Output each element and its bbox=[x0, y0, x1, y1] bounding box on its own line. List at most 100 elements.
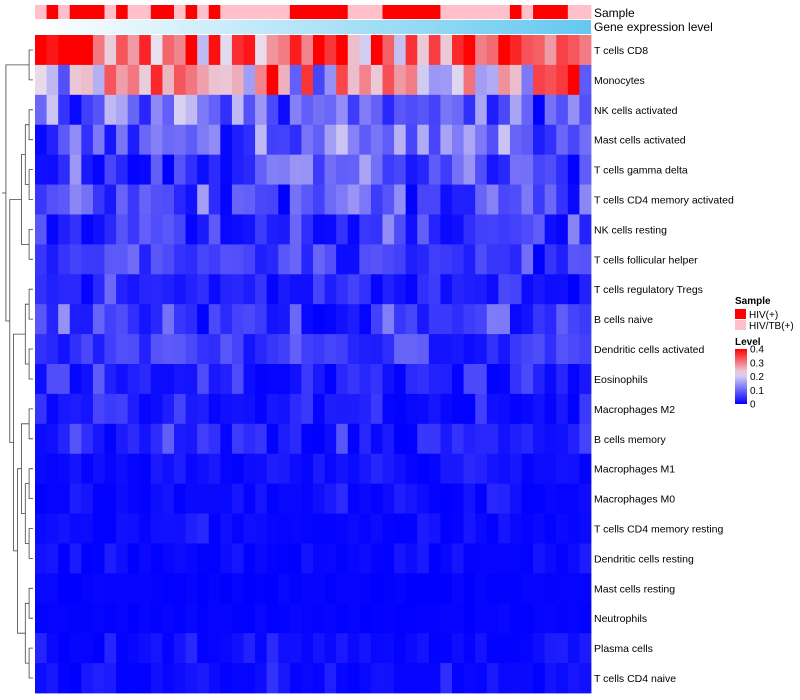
heatmap-cell bbox=[197, 94, 210, 126]
heatmap-cell bbox=[313, 214, 325, 245]
heatmap-cell bbox=[150, 603, 163, 634]
heatmap-cell bbox=[301, 364, 314, 395]
heatmap-cell bbox=[452, 663, 464, 694]
heatmap-cell bbox=[58, 663, 71, 694]
heatmap-cell bbox=[417, 124, 430, 156]
heatmap-cell bbox=[243, 513, 256, 544]
row-label: Monocytes bbox=[594, 75, 645, 87]
heatmap-cell bbox=[162, 184, 175, 215]
heatmap-cell bbox=[301, 64, 314, 96]
heatmap-cell bbox=[150, 184, 163, 215]
heatmap-cell bbox=[544, 543, 557, 574]
heatmap-cell bbox=[394, 274, 407, 305]
dendrogram-branch bbox=[9, 199, 22, 443]
sample-cell bbox=[220, 5, 233, 19]
heatmap-cell bbox=[533, 154, 546, 185]
heatmap-cell bbox=[289, 334, 302, 365]
heatmap-cell bbox=[440, 244, 453, 275]
heatmap-cell bbox=[556, 304, 569, 335]
heatmap-cell bbox=[150, 513, 163, 544]
heatmap-cell bbox=[231, 513, 244, 544]
heatmap-cell bbox=[231, 64, 244, 96]
heatmap-cell bbox=[174, 483, 186, 514]
sample-cell bbox=[92, 5, 105, 19]
heatmap-cell bbox=[220, 214, 233, 245]
heatmap-cell bbox=[405, 423, 418, 455]
heatmap-cell bbox=[417, 35, 430, 66]
sample-cell bbox=[104, 5, 117, 19]
heatmap-cell bbox=[266, 304, 279, 335]
heatmap-cell bbox=[428, 244, 441, 275]
heatmap-cell bbox=[452, 423, 464, 455]
heatmap-cell bbox=[440, 393, 453, 425]
heatmap-cell bbox=[428, 184, 441, 215]
heatmap-cell bbox=[313, 663, 325, 694]
heatmap-cell bbox=[220, 423, 233, 455]
heatmap-cell bbox=[336, 184, 349, 215]
heatmap-cell bbox=[301, 304, 314, 335]
heatmap-cell bbox=[81, 334, 94, 365]
heatmap-cell bbox=[347, 663, 360, 694]
heatmap-cell bbox=[104, 364, 117, 395]
row-label: T cells regulatory Tregs bbox=[594, 284, 703, 296]
heatmap-cell bbox=[278, 334, 291, 365]
heatmap-cell bbox=[440, 573, 453, 604]
heatmap-cell bbox=[116, 334, 129, 365]
heatmap-cell bbox=[567, 573, 580, 604]
heatmap-cell bbox=[150, 64, 163, 96]
heatmap-cell bbox=[567, 184, 580, 215]
heatmap-cell bbox=[509, 64, 522, 96]
heatmap-cell bbox=[370, 663, 383, 694]
heatmap-cell bbox=[69, 274, 82, 305]
heatmap-cell bbox=[301, 94, 314, 126]
heatmap-cell bbox=[35, 513, 47, 544]
heatmap-cell bbox=[509, 304, 522, 335]
heatmap-cell bbox=[556, 64, 569, 96]
heatmap-cell bbox=[255, 543, 268, 574]
heatmap-cell bbox=[475, 244, 488, 275]
heatmap-cell bbox=[243, 304, 256, 335]
heatmap-cell bbox=[370, 244, 383, 275]
heatmap-cell bbox=[208, 214, 221, 245]
heatmap-cell bbox=[81, 543, 94, 574]
heatmap-cell bbox=[463, 94, 476, 126]
heatmap-cell bbox=[475, 364, 488, 395]
heatmap-cell bbox=[313, 364, 325, 395]
heatmap-cell bbox=[324, 423, 337, 455]
heatmap-cell bbox=[544, 423, 557, 455]
heatmap-cell bbox=[174, 543, 186, 574]
heatmap-cell bbox=[266, 154, 279, 185]
heatmap-cell bbox=[521, 633, 534, 664]
heatmap-cell bbox=[150, 573, 163, 604]
heatmap-cell bbox=[289, 154, 302, 185]
heatmap-cell bbox=[463, 543, 476, 574]
sample-cell bbox=[208, 5, 221, 19]
heatmap-cell bbox=[266, 184, 279, 215]
heatmap-cell bbox=[417, 393, 430, 425]
heatmap-cell bbox=[301, 334, 314, 365]
heatmap-cell bbox=[405, 663, 418, 694]
heatmap-cell bbox=[185, 64, 198, 96]
heatmap-cell bbox=[243, 364, 256, 395]
row-label: B cells naive bbox=[594, 314, 653, 326]
heatmap-cell bbox=[475, 274, 488, 305]
heatmap-cell bbox=[255, 663, 268, 694]
heatmap-cell bbox=[35, 364, 47, 395]
heatmap-cell bbox=[359, 124, 372, 156]
heatmap-cell bbox=[185, 274, 198, 305]
heatmap-cell bbox=[174, 334, 186, 365]
heatmap-cell bbox=[243, 35, 256, 66]
heatmap-cell bbox=[452, 184, 464, 215]
heatmap-cell bbox=[255, 573, 268, 604]
heatmap-cell bbox=[220, 364, 233, 395]
heatmap-cell bbox=[92, 663, 105, 694]
heatmap-cell bbox=[475, 334, 488, 365]
heatmap-cell bbox=[243, 573, 256, 604]
heatmap-cell bbox=[46, 573, 59, 604]
heatmap-cell bbox=[231, 543, 244, 574]
heatmap-cell bbox=[336, 543, 349, 574]
heatmap-cell bbox=[579, 423, 592, 455]
heatmap-cell bbox=[347, 483, 360, 514]
dendrogram-branch bbox=[28, 408, 33, 440]
heatmap-cell bbox=[359, 364, 372, 395]
